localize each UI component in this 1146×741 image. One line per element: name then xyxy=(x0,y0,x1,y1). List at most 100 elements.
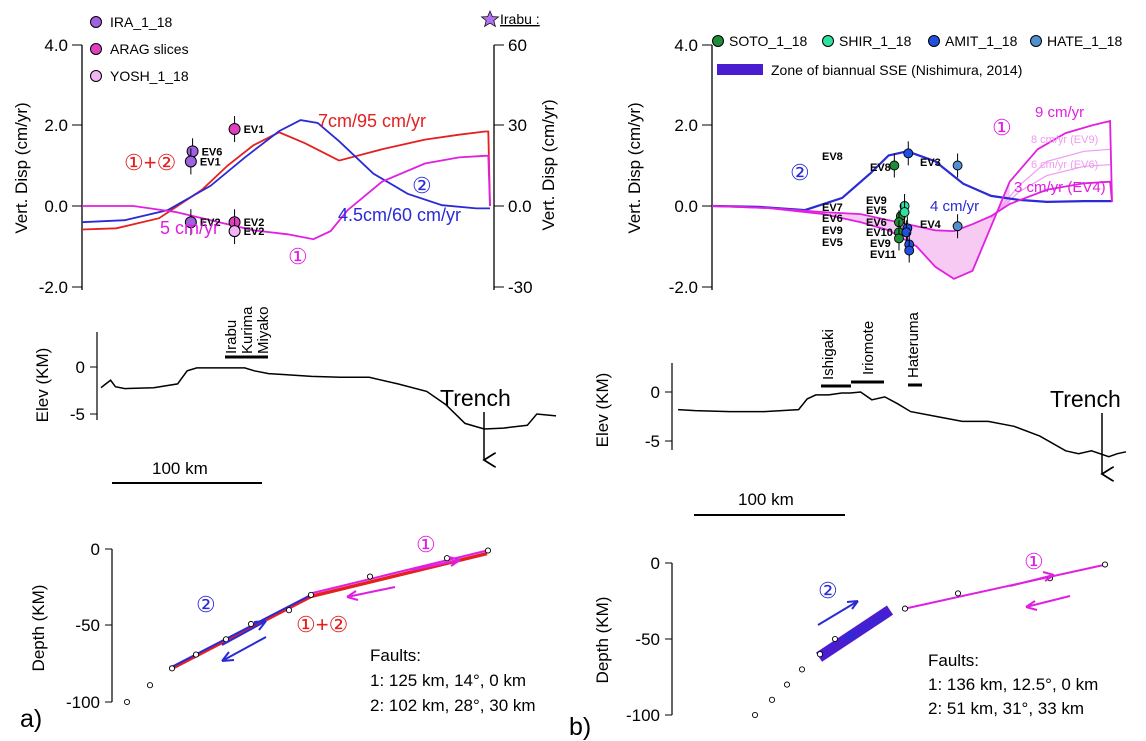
fault-node xyxy=(366,573,374,580)
data-point xyxy=(901,227,912,238)
fault-node xyxy=(192,651,200,658)
data-point xyxy=(952,160,963,171)
a-top-annotations: ①+② ② ① 7cm/95 cm/yr 4.5cm/60 cm/yr 5 cm… xyxy=(124,111,461,269)
series-line xyxy=(81,130,491,231)
fault-annot-1: ① xyxy=(1024,549,1044,574)
fault-node xyxy=(798,666,806,673)
a-top-y2tick: 0.0 xyxy=(508,197,532,216)
point-label: EV6 xyxy=(822,213,843,225)
series-label: 7cm/95 cm/yr xyxy=(318,111,426,131)
b-top-annotations: ① ② 9 cm/yr 8 cm/yr (EV9) 6 cm/yr (EV6) … xyxy=(790,104,1106,215)
a-top-ytick: 2.0 xyxy=(44,116,68,135)
slip-arrow-blue xyxy=(844,614,886,640)
faults-title: Faults: xyxy=(928,651,979,670)
point-label: EV8 xyxy=(870,162,891,174)
fault-line: 1: 125 km, 14°, 0 km xyxy=(370,671,526,690)
legend-label: YOSH_1_18 xyxy=(110,68,189,84)
series-line xyxy=(81,119,490,224)
fault-line xyxy=(904,563,1107,610)
fault-node xyxy=(123,698,131,706)
series-label: 4.5cm/60 cm/yr xyxy=(338,205,461,225)
fault-line xyxy=(171,594,312,668)
place-label: Iriomote xyxy=(860,321,877,375)
fault-node xyxy=(901,605,909,612)
place-label: Irabu xyxy=(223,320,240,354)
series-label: 6 cm/yr (EV6) xyxy=(1031,159,1098,171)
scale-bar-label: 100 km xyxy=(738,490,794,509)
point-label: EV5 xyxy=(866,205,887,217)
data-point xyxy=(899,207,910,218)
legend-irabu-label: Irabu : xyxy=(500,11,540,27)
fault-node xyxy=(247,620,255,628)
b-top-ytick: -2.0 xyxy=(669,278,698,297)
series-label: 3 cm/yr (EV4) xyxy=(1014,179,1106,196)
b-depth-ytick: -50 xyxy=(635,630,660,649)
series-line xyxy=(990,148,1111,219)
point-label: EV5 xyxy=(822,237,843,249)
trench-label: Trench xyxy=(1050,386,1121,412)
slip-arrow-blue xyxy=(221,620,267,646)
slip-arrow-magenta xyxy=(411,556,461,571)
a-top-ylabel-right: Vert. Disp (cm/yr) xyxy=(539,99,558,230)
series-label: 5 cm/yr xyxy=(160,218,219,238)
fault-annot-2: ② xyxy=(818,578,838,603)
a-top-ylabel: Vert. Disp (cm/yr) xyxy=(12,102,31,233)
panel-label-a: a) xyxy=(20,705,42,733)
point-label: EV2 xyxy=(244,226,265,238)
star-icon xyxy=(480,10,500,28)
series-line xyxy=(990,164,1111,219)
series-line xyxy=(711,180,1113,233)
data-point xyxy=(228,225,241,238)
fault-line xyxy=(171,551,488,670)
series-label: 9 cm/yr xyxy=(1035,104,1084,121)
point-label: EV9 xyxy=(822,225,843,237)
fault-line: 2: 51 km, 31°, 33 km xyxy=(928,699,1084,718)
a-elev-ylabel: Elev (KM) xyxy=(33,348,52,423)
legend-marker xyxy=(90,70,102,82)
legend-marker xyxy=(90,43,102,55)
fault-node xyxy=(831,635,839,643)
data-point xyxy=(184,155,197,168)
annotation-1: ① xyxy=(288,244,308,269)
slip-arrow-magenta xyxy=(1025,595,1071,611)
place-label: Ishigaki xyxy=(820,329,837,380)
point-label: EV11 xyxy=(870,249,896,261)
place-label: Hateruma xyxy=(905,311,922,378)
point-label: EV4 xyxy=(920,219,942,231)
data-point xyxy=(894,233,904,244)
legend-label: SHIR_1_18 xyxy=(839,33,912,49)
fault-line xyxy=(310,549,488,595)
a-elev: 0 -5 Elev (KM) Irabu Kurima Miyako Trenc… xyxy=(33,306,557,484)
legend-marker xyxy=(712,35,724,47)
fault-node xyxy=(168,665,176,672)
panel-b: 4.0 2.0 0.0 -2.0 Vert. Disp (cm/yr) SOTO… xyxy=(569,33,1127,741)
point-label: EV7 xyxy=(822,202,843,214)
point-label: EV8 xyxy=(822,151,843,163)
fault-node xyxy=(816,651,824,658)
faults-title: Faults: xyxy=(370,646,421,665)
b-top-ylabel: Vert. Disp (cm/yr) xyxy=(625,102,644,233)
panel-a: 4.0 2.0 0.0 -2.0 60 30 0.0 -30 Vert. Dis… xyxy=(12,10,558,733)
a-depth: 0 -50 -100 Depth (KM) ② ①+② ① Faults: 1:… xyxy=(29,532,536,715)
b-legend: SOTO_1_18 SHIR_1_18 AMIT_1_18 HATE_1_18 … xyxy=(712,33,1122,78)
legend-marker xyxy=(822,35,834,47)
point-label: EV1 xyxy=(244,124,265,136)
fault-node xyxy=(307,591,315,598)
slip-arrow-magenta xyxy=(1009,571,1055,587)
a-top-axes: 4.0 2.0 0.0 -2.0 60 30 0.0 -30 Vert. Dis… xyxy=(12,36,558,297)
point-label: EV9 xyxy=(866,195,887,207)
b-elev-ytick: 0 xyxy=(651,383,660,402)
b-elev-ytick: -5 xyxy=(645,432,660,451)
a-top-ytick: 4.0 xyxy=(44,36,68,55)
point-label: EV6 xyxy=(866,217,887,229)
b-depth-ytick: 0 xyxy=(651,554,660,573)
data-point xyxy=(184,216,197,229)
a-legend: IRA_1_18 ARAG slices YOSH_1_18 Irabu : xyxy=(90,10,540,84)
slip-arrow-blue xyxy=(221,636,267,662)
fault-annot-2: ② xyxy=(196,592,216,617)
legend-marker xyxy=(928,35,940,47)
data-point xyxy=(889,160,900,171)
legend-label: HATE_1_18 xyxy=(1047,33,1122,49)
fault-node xyxy=(443,555,451,562)
